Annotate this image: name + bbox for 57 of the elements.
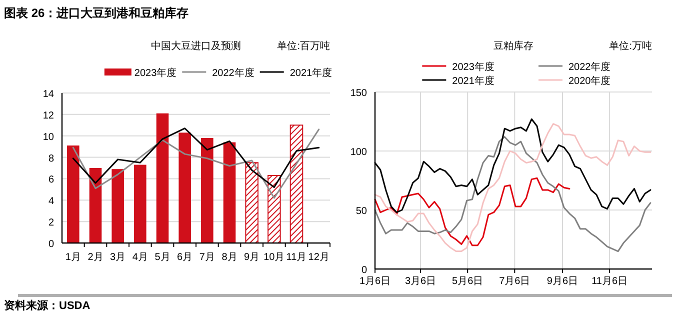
x-tick-label: 10月 (264, 252, 285, 263)
bar (201, 138, 214, 243)
line-series (72, 128, 320, 188)
y-tick-label: 100 (350, 147, 368, 158)
chart-title: 豆粕库存 (494, 40, 534, 52)
bar (89, 168, 102, 243)
y-tick-label: 4 (48, 196, 54, 208)
x-tick-label: 8月 (222, 252, 238, 263)
bar (67, 146, 80, 243)
bar (156, 113, 169, 243)
y-axis-title: 单位:万吨 (609, 40, 652, 52)
y-tick-label: 2 (48, 218, 54, 229)
legend-label: 2022年度 (568, 61, 611, 73)
x-tick-label: 2月 (88, 252, 104, 263)
y-tick-label: 150 (350, 88, 368, 99)
y-tick-label: 0 (48, 239, 54, 250)
legend-label: 2020年度 (568, 75, 611, 87)
y-tick-label: 14 (42, 89, 54, 100)
y-tick-label: 0 (361, 265, 368, 276)
bar (134, 164, 146, 243)
x-tick-label: 7月6日 (499, 276, 530, 287)
x-tick-label: 1月6日 (359, 276, 391, 287)
legend-label: 2023年度 (134, 67, 177, 79)
x-tick-label: 3月6日 (404, 276, 436, 287)
bar (268, 175, 281, 244)
x-tick-label: 6月 (177, 252, 193, 263)
x-tick-label: 11月 (286, 252, 307, 263)
x-tick-label: 9月6日 (546, 276, 578, 287)
x-tick-label: 11月6日 (592, 276, 628, 287)
bar (290, 124, 304, 244)
x-tick-label: 3月 (110, 252, 126, 263)
x-tick-label: 12月 (308, 252, 330, 263)
x-tick-label: 7月 (199, 252, 215, 263)
bar (178, 132, 191, 243)
line-series (72, 128, 320, 199)
x-tick-label: 4月 (132, 252, 148, 263)
bar (223, 142, 236, 243)
y-tick-label: 10 (42, 132, 54, 143)
legend-label: 2021年度 (452, 75, 494, 87)
text: 图表 26：进口大豆到港和豆粕库存 (4, 6, 189, 20)
text: 资料来源：USDA (4, 299, 90, 312)
bar (112, 169, 124, 243)
x-tick-label: 1月 (65, 252, 81, 263)
y-tick-label: 6 (48, 174, 54, 186)
chart-title: 中国大豆进口及预测 (151, 40, 241, 52)
bar (245, 162, 258, 244)
x-tick-label: 5月6日 (452, 276, 484, 287)
legend-label: 2023年度 (452, 61, 494, 73)
y-tick-label: 12 (42, 110, 54, 122)
y-tick-label: 8 (48, 153, 54, 164)
y-tick-label: 50 (356, 206, 368, 217)
y-axis-title: 单位:百万吨 (277, 40, 330, 52)
x-tick-label: 9月 (244, 252, 260, 263)
legend-label: 2021年度 (290, 67, 332, 79)
legend-label: 2022年度 (212, 67, 254, 79)
line-series (374, 177, 570, 246)
x-tick-label: 5月 (154, 252, 170, 263)
